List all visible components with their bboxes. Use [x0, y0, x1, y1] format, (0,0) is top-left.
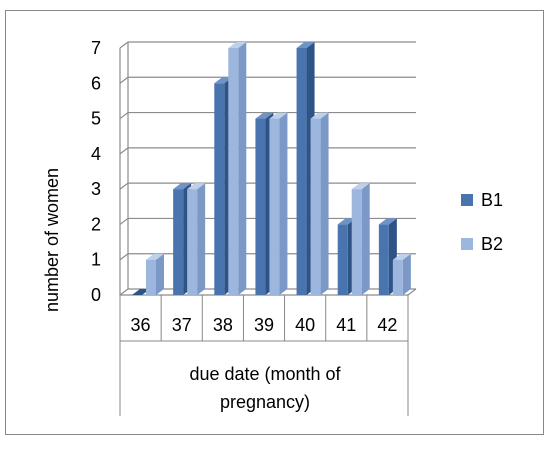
bar-top: [214, 77, 233, 84]
bar-front: [351, 189, 362, 295]
bar-top: [269, 112, 288, 119]
legend-swatch: [461, 238, 473, 250]
gridline-depth: [119, 253, 129, 261]
bar-front: [228, 48, 239, 295]
bar-top: [310, 112, 329, 119]
bar-front: [310, 118, 321, 295]
bar-top: [296, 42, 315, 48]
y-tick-label: 4: [91, 144, 101, 164]
bar-top: [228, 42, 247, 48]
legend-label: B2: [481, 234, 503, 254]
bar-side: [238, 42, 247, 295]
y-tick-label: 6: [91, 73, 101, 93]
legend: B1 B2: [461, 190, 503, 254]
gridline-depth: [119, 41, 129, 49]
bar-top: [351, 183, 370, 190]
bar-front: [187, 189, 198, 295]
bar-front: [378, 224, 389, 295]
bar-top: [255, 112, 274, 119]
y-tick-label: 0: [91, 285, 101, 305]
bar-side: [197, 183, 206, 295]
gridline-depth: [119, 76, 129, 84]
x-axis-label: due date (month of pregnancy): [189, 364, 341, 412]
bar-front: [269, 118, 280, 295]
bar-front: [214, 83, 225, 296]
floor-right-edge: [407, 288, 417, 296]
bar-b2: [351, 183, 370, 295]
bar-top: [187, 183, 206, 190]
x-axis-label-line-1: due date (month of: [189, 364, 341, 384]
legend-swatch: [461, 194, 473, 206]
x-tick-label: 38: [213, 315, 233, 335]
bar-front: [146, 259, 156, 295]
x-tick-label: 39: [254, 315, 274, 335]
bar-b2: [269, 112, 288, 295]
bar-b1: [132, 289, 150, 295]
gridline-depth: [119, 147, 129, 155]
bar-b2: [146, 253, 164, 295]
gridline-depth: [119, 288, 129, 296]
y-tick-label: 3: [91, 179, 101, 199]
gridline-depth: [119, 217, 129, 225]
y-tick-label: 5: [91, 109, 101, 129]
y-tick-labels: 0 1 2 3 4 5 6 7: [91, 38, 101, 305]
bar-top: [392, 253, 411, 260]
gridline-depth: [119, 112, 129, 120]
bar-top: [337, 218, 356, 225]
bar-top: [146, 253, 164, 260]
bar-side: [279, 112, 288, 295]
y-axis-label: number of women: [42, 168, 62, 312]
bar-front: [337, 224, 348, 295]
bar-front: [173, 189, 184, 295]
x-tick-label: 42: [377, 315, 397, 335]
bar-top: [173, 183, 192, 190]
y-tick-label: 7: [91, 38, 101, 58]
bar-b2: [187, 183, 206, 295]
x-tick-label: 37: [172, 315, 192, 335]
bar-front: [255, 118, 266, 295]
bar-b2: [228, 42, 247, 295]
bar-top: [378, 218, 397, 225]
legend-label: B1: [481, 190, 503, 210]
bar-side: [361, 183, 370, 295]
x-tick-label: 41: [336, 315, 356, 335]
y-tick-label: 1: [91, 250, 101, 270]
gridline-depth: [119, 182, 129, 190]
bar-b2: [310, 112, 329, 295]
bar-side: [320, 112, 329, 295]
bar-top: [132, 289, 150, 295]
x-axis-label-line-2: pregnancy): [220, 392, 310, 412]
bar-b2: [392, 253, 411, 295]
bar-side: [156, 253, 164, 295]
x-axis-table: 36 37 38 39 40 41 42: [119, 295, 409, 416]
bar-front: [392, 259, 403, 295]
bars: [132, 42, 411, 296]
bar-side: [402, 253, 411, 295]
y-tick-label: 2: [91, 214, 101, 234]
x-tick-label: 40: [295, 315, 315, 335]
x-tick-label: 36: [131, 315, 151, 335]
bar-front: [296, 48, 307, 295]
